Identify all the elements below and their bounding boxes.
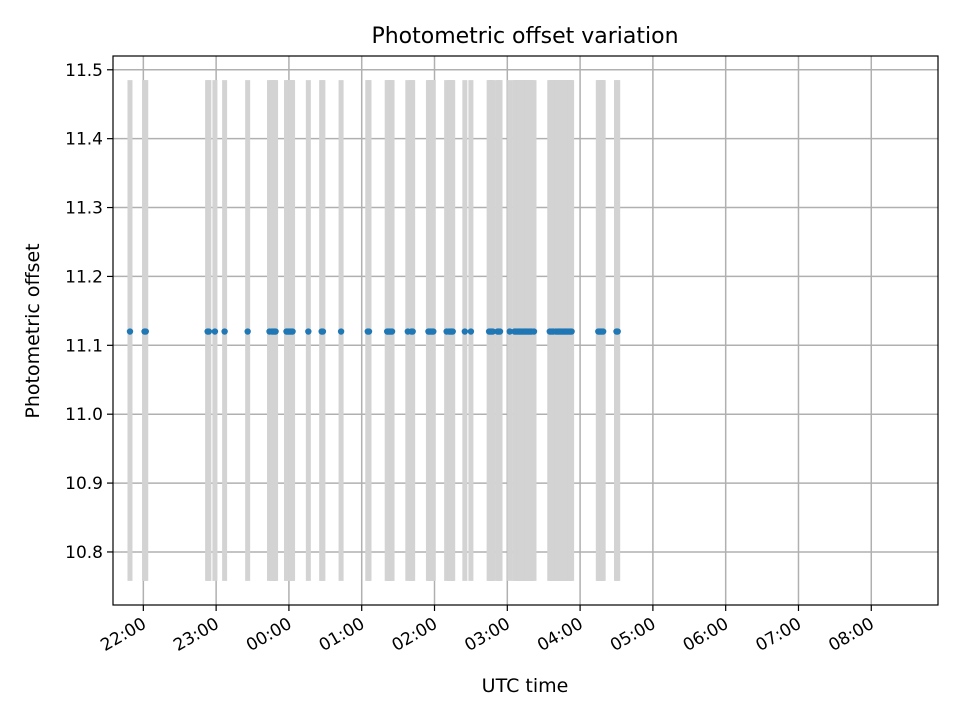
data-point <box>244 328 251 335</box>
data-point <box>461 328 469 335</box>
data-point <box>614 328 621 335</box>
y-tick-label: 11.0 <box>65 405 103 425</box>
data-point <box>467 328 475 335</box>
y-tick-label: 10.8 <box>65 543 103 563</box>
y-tick-label: 11.1 <box>65 336 103 356</box>
data-point <box>430 328 437 335</box>
y-axis-label: Photometric offset <box>22 243 44 418</box>
data-point <box>365 328 373 335</box>
data-point <box>319 328 327 335</box>
x-axis-label: UTC time <box>482 675 569 697</box>
data-point <box>568 328 575 335</box>
data-point <box>289 328 296 335</box>
data-point <box>388 328 396 335</box>
data-point <box>530 328 538 335</box>
data-point <box>409 328 416 335</box>
data-point <box>272 328 279 335</box>
data-point <box>337 328 345 335</box>
y-tick-label: 11.5 <box>65 61 103 81</box>
y-tick-label: 11.3 <box>65 199 103 219</box>
data-point <box>449 328 456 335</box>
data-point <box>142 328 149 335</box>
data-point <box>506 328 513 335</box>
data-point <box>126 328 134 335</box>
data-point <box>305 328 312 335</box>
data-point <box>496 328 504 335</box>
y-tick-label: 10.9 <box>65 474 103 494</box>
data-point <box>599 328 607 335</box>
data-point <box>489 328 496 335</box>
y-axis: 10.8 10.9 11.0 11.1 11.2 11.3 11.4 11.5 <box>65 61 113 563</box>
data-point <box>205 328 213 335</box>
data-point <box>221 328 228 335</box>
chart-title: Photometric offset variation <box>371 24 678 49</box>
y-tick-label: 11.2 <box>65 267 103 287</box>
plot-frame <box>112 55 939 606</box>
data-point <box>211 328 219 335</box>
data-points <box>126 328 621 335</box>
y-tick-label: 11.4 <box>65 130 103 150</box>
